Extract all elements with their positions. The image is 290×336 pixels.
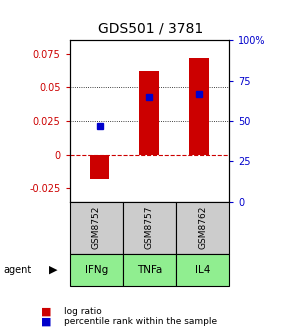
- Bar: [189, 58, 209, 155]
- Text: GSM8762: GSM8762: [198, 206, 207, 249]
- Text: log ratio: log ratio: [64, 307, 102, 316]
- Text: agent: agent: [3, 265, 31, 275]
- Text: GDS501 / 3781: GDS501 / 3781: [98, 21, 203, 35]
- Text: GSM8757: GSM8757: [145, 206, 154, 249]
- Text: IFNg: IFNg: [85, 265, 108, 275]
- Text: ▶: ▶: [49, 265, 58, 275]
- Bar: [139, 71, 159, 155]
- Text: ■: ■: [41, 307, 51, 317]
- Text: ■: ■: [41, 317, 51, 327]
- Text: percentile rank within the sample: percentile rank within the sample: [64, 318, 217, 326]
- Text: TNFa: TNFa: [137, 265, 162, 275]
- Text: IL4: IL4: [195, 265, 210, 275]
- Bar: [90, 155, 110, 179]
- Text: GSM8752: GSM8752: [92, 206, 101, 249]
